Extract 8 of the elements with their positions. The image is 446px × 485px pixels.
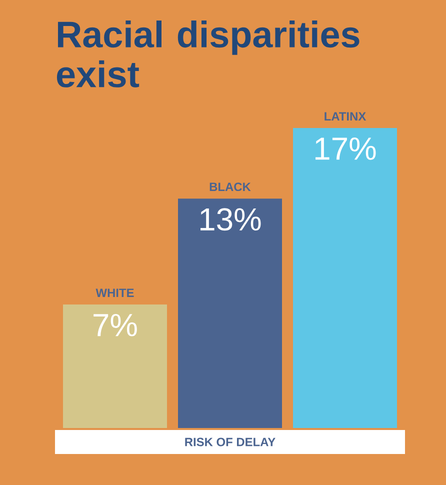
data-label: 7% (94, 314, 137, 336)
data-label: 17% (316, 138, 376, 160)
x-tick-label: LATINX (324, 112, 366, 120)
data-label: 13% (200, 208, 261, 231)
x-tick-label: WHITE (96, 288, 134, 297)
x-tick-label: BLACK (210, 182, 251, 192)
chart-title: Racial disparities exist (56, 20, 360, 88)
x-axis-title: RISK OF DELAY (185, 438, 276, 446)
